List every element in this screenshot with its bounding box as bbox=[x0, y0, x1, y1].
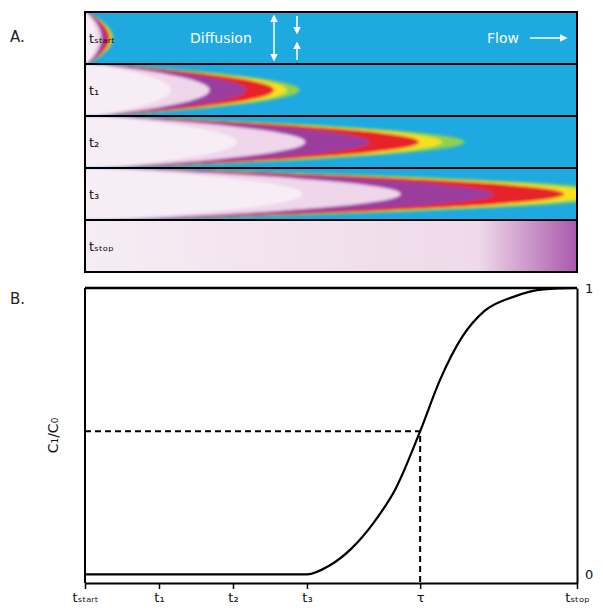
plume-layer bbox=[85, 116, 305, 168]
y-tick: 0 bbox=[577, 567, 593, 582]
row-label: tₛₜₒₚ bbox=[89, 239, 114, 254]
plume bbox=[85, 116, 465, 168]
plume-layer bbox=[85, 116, 465, 168]
row-label: t₂ bbox=[89, 135, 99, 150]
plume-layer bbox=[85, 64, 210, 116]
panel-label: B. bbox=[10, 290, 25, 308]
panel-a: tₛₜₐᵣₜ t₁ t₂ t₃ tₛₜₒₚ Diffusion Flow bbox=[80, 12, 603, 272]
x-tick: tₛₜₒₚ bbox=[565, 583, 590, 605]
plume-layer bbox=[85, 168, 564, 220]
flow-row bbox=[85, 220, 577, 272]
row-label: t₁ bbox=[89, 83, 99, 98]
plume-layer bbox=[85, 116, 237, 168]
tick-label: τ bbox=[417, 590, 425, 605]
row-label: tₛₜₐᵣₜ bbox=[89, 31, 115, 46]
row-divider bbox=[85, 115, 577, 117]
row-divider bbox=[85, 219, 577, 221]
x-axis: tₛₜₐᵣₜ t₁ t₂ t₃ τ tₛₜₒₚ bbox=[72, 583, 589, 605]
plume-layer bbox=[85, 64, 274, 116]
tick-mark bbox=[577, 583, 579, 589]
tick-label: 0 bbox=[585, 567, 593, 582]
tick-label: tₛₜₐᵣₜ bbox=[72, 590, 98, 605]
y-tick: 1 bbox=[577, 281, 593, 296]
plume-layer bbox=[85, 168, 577, 220]
flow-arrow bbox=[530, 37, 566, 39]
plume-layer bbox=[85, 116, 442, 168]
plume-layer bbox=[85, 64, 171, 116]
curve bbox=[85, 288, 577, 574]
panel-frame bbox=[85, 12, 577, 272]
plume-layer bbox=[85, 168, 577, 220]
tick-label: t₃ bbox=[302, 590, 312, 605]
row-divider bbox=[85, 167, 577, 169]
tick-label: tₛₜₒₚ bbox=[565, 590, 590, 605]
plume-layer bbox=[85, 64, 246, 116]
diffusion-arrow bbox=[296, 16, 298, 33]
y-axis-title: C₁/C₀ bbox=[45, 417, 61, 453]
annotation: Diffusion bbox=[190, 30, 252, 46]
row-background bbox=[85, 220, 577, 272]
tick-label: 1 bbox=[585, 281, 593, 296]
reference-line bbox=[85, 431, 420, 583]
panel-label: A. bbox=[10, 28, 25, 46]
tick-mark bbox=[420, 583, 422, 589]
plume-layer bbox=[85, 64, 300, 116]
plume-layer bbox=[85, 116, 370, 168]
x-tick: tₛₜₐᵣₜ bbox=[72, 583, 98, 605]
plume bbox=[85, 64, 300, 116]
x-tick: t₃ bbox=[302, 583, 312, 605]
flow-row bbox=[85, 116, 577, 168]
x-tick: t₂ bbox=[228, 583, 238, 605]
plume-layer bbox=[85, 168, 303, 220]
plume-layer bbox=[85, 168, 401, 220]
tick-mark bbox=[85, 583, 87, 589]
tick-label: t₂ bbox=[228, 590, 238, 605]
flow-row bbox=[85, 64, 577, 116]
plot-frame bbox=[84, 288, 86, 583]
x-tick: t₁ bbox=[154, 583, 164, 605]
plume-layer bbox=[85, 64, 287, 116]
plume bbox=[85, 168, 577, 220]
row-background bbox=[85, 12, 577, 64]
tick-mark bbox=[307, 583, 309, 589]
plot-area bbox=[85, 288, 577, 583]
diffusion-arrow bbox=[273, 16, 275, 60]
plume-layer bbox=[85, 168, 493, 220]
row-divider bbox=[85, 63, 577, 65]
plume-layer bbox=[85, 116, 419, 168]
x-tick: τ bbox=[417, 583, 425, 605]
row-label: t₃ bbox=[89, 187, 99, 202]
axis-line bbox=[577, 289, 579, 584]
figure: tₛₜₐᵣₜ t₁ t₂ t₃ tₛₜₒₚ Diffusion Flow A. tₛₜₐᵣₜ t₁… bbox=[0, 0, 603, 613]
tick-mark bbox=[159, 583, 161, 589]
flow-row bbox=[85, 168, 577, 220]
annotation: Flow bbox=[487, 30, 519, 46]
plot-frame bbox=[85, 287, 577, 290]
tick-mark bbox=[233, 583, 235, 589]
panel-b: tₛₜₐᵣₜt₁t₂t₃τtₛₜₒₚ01C₁/C₀ bbox=[45, 281, 593, 606]
y-axis: 01 bbox=[577, 281, 593, 584]
diffusion-arrow bbox=[296, 43, 298, 60]
tick-label: t₁ bbox=[154, 590, 164, 605]
flow-row bbox=[85, 12, 577, 64]
